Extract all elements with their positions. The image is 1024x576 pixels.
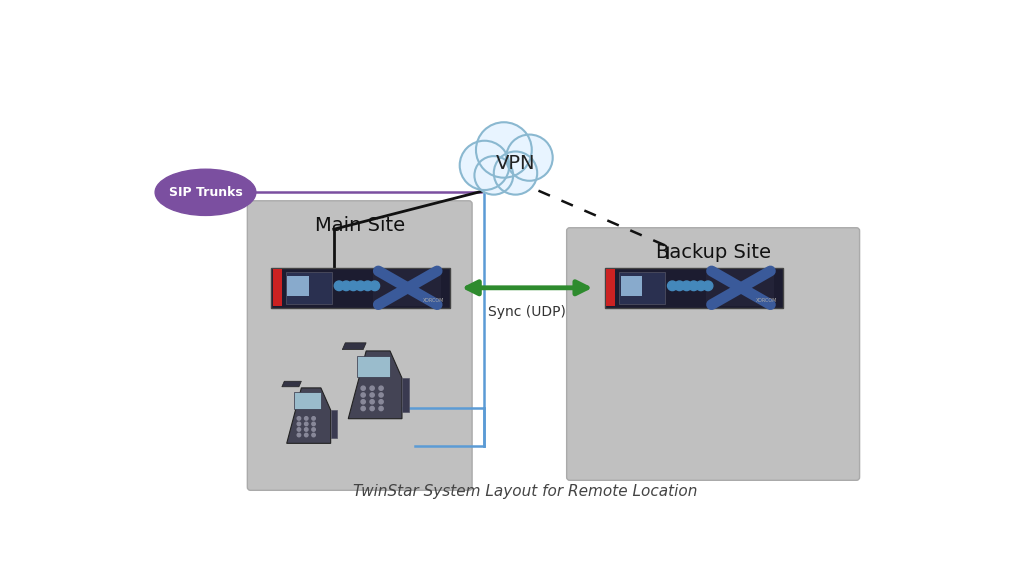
Bar (618, 272, 666, 304)
Circle shape (312, 422, 315, 426)
Circle shape (297, 422, 301, 426)
Circle shape (696, 281, 706, 291)
Bar (286, 272, 332, 304)
Bar (621, 276, 642, 296)
Bar (271, 268, 450, 308)
Ellipse shape (155, 169, 256, 215)
Circle shape (304, 422, 308, 426)
Circle shape (370, 386, 374, 391)
Bar (707, 270, 774, 306)
Text: XORCOM: XORCOM (423, 298, 444, 303)
Circle shape (361, 393, 366, 397)
FancyBboxPatch shape (248, 201, 472, 490)
FancyBboxPatch shape (566, 228, 859, 480)
Circle shape (341, 281, 351, 291)
Circle shape (460, 141, 509, 190)
Circle shape (297, 428, 301, 431)
Circle shape (361, 407, 366, 411)
Polygon shape (282, 381, 301, 387)
Circle shape (689, 281, 698, 291)
Bar (604, 268, 783, 308)
Circle shape (379, 400, 383, 404)
Circle shape (370, 407, 374, 411)
Circle shape (379, 386, 383, 391)
Text: Main Site: Main Site (314, 216, 404, 235)
Circle shape (304, 433, 308, 437)
Circle shape (370, 281, 380, 291)
Circle shape (379, 407, 383, 411)
Circle shape (494, 151, 538, 195)
Circle shape (355, 281, 366, 291)
Circle shape (362, 281, 373, 291)
Circle shape (312, 428, 315, 431)
Text: XORCOM: XORCOM (756, 298, 777, 303)
Circle shape (312, 416, 315, 420)
FancyArrowPatch shape (467, 282, 587, 294)
Circle shape (682, 281, 691, 291)
Circle shape (379, 393, 383, 397)
Bar (606, 270, 615, 306)
Circle shape (312, 433, 315, 437)
Bar (288, 276, 309, 296)
Circle shape (334, 281, 344, 291)
Circle shape (370, 400, 374, 404)
Circle shape (668, 281, 677, 291)
Text: VPN: VPN (496, 154, 536, 173)
Circle shape (474, 156, 513, 195)
Circle shape (361, 400, 366, 404)
Polygon shape (287, 388, 331, 444)
Circle shape (304, 416, 308, 420)
Text: TwinStar System Layout for Remote Location: TwinStar System Layout for Remote Locati… (352, 484, 697, 499)
Circle shape (370, 393, 374, 397)
Circle shape (304, 428, 308, 431)
Bar (294, 392, 321, 409)
Bar (357, 357, 390, 377)
Circle shape (361, 386, 366, 391)
Bar (331, 410, 337, 438)
Bar (373, 270, 440, 306)
Circle shape (348, 281, 358, 291)
Text: Sync (UDP): Sync (UDP) (488, 305, 566, 319)
Text: Backup Site: Backup Site (655, 243, 771, 262)
Circle shape (703, 281, 713, 291)
Polygon shape (342, 343, 367, 350)
Circle shape (506, 135, 553, 181)
Bar (273, 270, 282, 306)
Bar (402, 378, 410, 412)
Circle shape (297, 433, 301, 437)
Polygon shape (348, 351, 402, 419)
Circle shape (297, 416, 301, 420)
Text: SIP Trunks: SIP Trunks (169, 186, 243, 199)
Circle shape (675, 281, 684, 291)
Circle shape (476, 122, 531, 177)
